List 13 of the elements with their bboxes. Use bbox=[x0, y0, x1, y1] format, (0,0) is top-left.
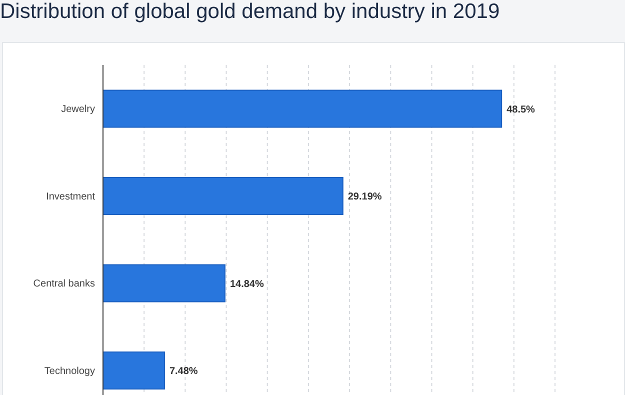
y-tick-label: Jewelry bbox=[61, 104, 95, 116]
chart-title: Distribution of global gold demand by industry in 2019 bbox=[0, 0, 500, 24]
y-tick-label: Investment bbox=[46, 191, 96, 202]
bar bbox=[103, 177, 344, 216]
y-tick-label: Central banks bbox=[33, 278, 95, 290]
bar bbox=[103, 264, 226, 302]
bar bbox=[103, 90, 502, 128]
data-label: 7.48% bbox=[169, 366, 198, 378]
bar bbox=[103, 352, 165, 390]
data-label: 29.19% bbox=[348, 192, 382, 203]
data-label: 48.5% bbox=[506, 104, 536, 116]
y-tick-label: Technology bbox=[44, 366, 95, 377]
data-label: 14.84% bbox=[230, 278, 264, 290]
